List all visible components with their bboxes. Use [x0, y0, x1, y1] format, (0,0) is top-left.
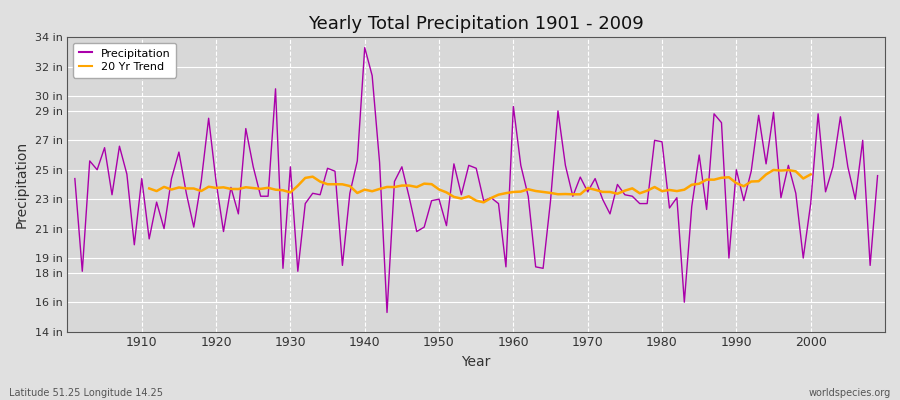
20 Yr Trend [345, 184, 356, 188]
20 Yr Trend [144, 186, 155, 191]
Legend: Precipitation, 20 Yr Trend: Precipitation, 20 Yr Trend [73, 43, 176, 78]
Precipitation [129, 242, 140, 247]
Precipitation [523, 194, 534, 199]
Precipitation [359, 45, 370, 50]
Precipitation [612, 182, 623, 187]
20 Yr Trend [806, 172, 816, 177]
20 Yr Trend [768, 168, 778, 172]
Precipitation [872, 173, 883, 178]
20 Yr Trend [716, 175, 727, 180]
20 Yr Trend [790, 169, 801, 174]
Precipitation [337, 263, 347, 268]
Precipitation [516, 163, 526, 168]
Line: Precipitation: Precipitation [75, 48, 878, 312]
X-axis label: Year: Year [462, 355, 490, 369]
20 Yr Trend [478, 200, 489, 205]
Text: Latitude 51.25 Longitude 14.25: Latitude 51.25 Longitude 14.25 [9, 388, 163, 398]
Line: 20 Yr Trend: 20 Yr Trend [149, 170, 811, 202]
20 Yr Trend [701, 177, 712, 182]
Y-axis label: Precipitation: Precipitation [15, 141, 29, 228]
20 Yr Trend [233, 187, 244, 192]
20 Yr Trend [612, 191, 623, 196]
Text: worldspecies.org: worldspecies.org [809, 388, 891, 398]
Precipitation [69, 176, 80, 181]
Title: Yearly Total Precipitation 1901 - 2009: Yearly Total Precipitation 1901 - 2009 [309, 15, 644, 33]
Precipitation [382, 310, 392, 315]
Precipitation [292, 269, 303, 274]
